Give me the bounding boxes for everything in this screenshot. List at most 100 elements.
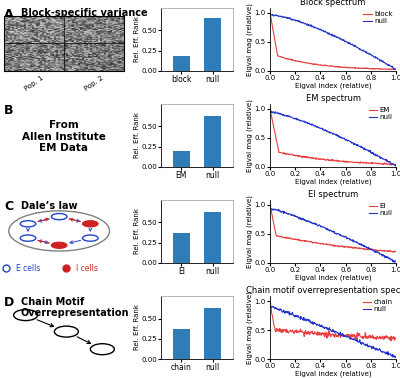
EM	[343, 160, 348, 164]
Text: From
Allen Institute
EM Data: From Allen Institute EM Data	[22, 120, 106, 153]
null	[374, 249, 379, 254]
Bar	[173, 329, 190, 359]
Line: chain: chain	[270, 301, 396, 341]
null	[393, 355, 398, 360]
EI	[268, 205, 273, 209]
chain	[342, 333, 347, 338]
Bar	[204, 212, 221, 263]
null	[382, 253, 387, 258]
EM	[268, 109, 273, 114]
Legend: block, null: block, null	[364, 11, 392, 24]
chain	[345, 332, 350, 337]
null	[394, 355, 398, 359]
null	[342, 39, 347, 43]
null	[268, 110, 272, 115]
block	[374, 66, 379, 71]
EM	[382, 162, 387, 166]
Text: Chain Motif
Overrepresentation: Chain Motif Overrepresentation	[20, 297, 129, 318]
X-axis label: Eigval index (relative): Eigval index (relative)	[295, 274, 371, 281]
null	[343, 40, 348, 44]
null	[342, 334, 347, 338]
null	[394, 259, 398, 263]
Title: EM spectrum: EM spectrum	[306, 94, 360, 103]
block	[345, 65, 350, 70]
Y-axis label: Eigval mag (relative): Eigval mag (relative)	[247, 99, 253, 172]
null	[343, 138, 348, 143]
Text: C: C	[4, 200, 13, 213]
Y-axis label: Eigval mag (relative): Eigval mag (relative)	[247, 291, 253, 364]
EI	[345, 245, 350, 249]
chain	[394, 337, 398, 342]
Y-axis label: Eigval mag (relative): Eigval mag (relative)	[247, 195, 253, 268]
null	[393, 67, 398, 71]
Bar	[173, 56, 190, 71]
null	[374, 153, 379, 158]
null	[268, 110, 273, 114]
Text: A: A	[4, 8, 14, 20]
null	[382, 158, 387, 162]
null	[394, 163, 398, 168]
Text: Pop. 1: Pop. 1	[24, 75, 44, 93]
null	[394, 67, 398, 71]
EM	[394, 162, 398, 167]
null	[345, 236, 350, 240]
Y-axis label: Rel. Eff. Rank: Rel. Eff. Rank	[134, 208, 140, 254]
Title: Chain motif overrepresentation spectrum: Chain motif overrepresentation spectrum	[246, 286, 400, 295]
Line: null: null	[270, 14, 396, 69]
Line: null: null	[270, 305, 396, 358]
block	[382, 67, 387, 71]
Circle shape	[51, 242, 67, 248]
block	[268, 13, 273, 18]
null	[268, 206, 273, 211]
Bar	[173, 233, 190, 263]
null	[345, 40, 350, 45]
null	[392, 260, 397, 265]
block	[393, 68, 398, 72]
chain	[343, 334, 348, 339]
EM	[388, 163, 392, 167]
block	[342, 65, 347, 70]
null	[343, 334, 348, 338]
EM	[345, 159, 350, 164]
Y-axis label: Rel. Eff. Rank: Rel. Eff. Rank	[134, 305, 140, 350]
Text: E cells: E cells	[16, 264, 40, 273]
Text: Dale’s law: Dale’s law	[20, 201, 77, 211]
EI	[382, 248, 387, 253]
chain	[268, 299, 272, 304]
null	[268, 206, 272, 211]
Line: EM: EM	[270, 109, 396, 165]
null	[374, 56, 379, 60]
Line: block: block	[270, 13, 396, 70]
Line: EI: EI	[270, 205, 396, 252]
Text: I cells: I cells	[76, 264, 98, 273]
null	[393, 164, 398, 169]
Legend: EI, null: EI, null	[369, 203, 392, 216]
EI	[342, 244, 347, 249]
null	[345, 335, 350, 339]
Text: B: B	[4, 104, 14, 117]
EI	[392, 250, 396, 254]
null	[374, 346, 379, 350]
Y-axis label: Rel. Eff. Rank: Rel. Eff. Rank	[134, 16, 140, 62]
EI	[343, 245, 348, 249]
null	[268, 12, 273, 17]
EM	[268, 107, 272, 111]
EM	[342, 159, 347, 164]
EI	[374, 248, 379, 253]
EI	[268, 203, 272, 207]
Bar	[204, 18, 221, 71]
Y-axis label: Eigval mag (relative): Eigval mag (relative)	[247, 3, 253, 76]
Bar	[204, 116, 221, 167]
null	[343, 137, 348, 142]
Y-axis label: Rel. Eff. Rank: Rel. Eff. Rank	[134, 112, 140, 158]
Circle shape	[82, 221, 98, 227]
Bar	[204, 308, 221, 359]
Title: Block spectrum: Block spectrum	[300, 0, 366, 7]
EI	[394, 249, 398, 254]
null	[343, 234, 348, 239]
null	[382, 350, 387, 354]
chain	[388, 339, 393, 343]
null	[268, 304, 273, 308]
X-axis label: Eigval index (relative): Eigval index (relative)	[295, 178, 371, 185]
null	[268, 206, 273, 211]
